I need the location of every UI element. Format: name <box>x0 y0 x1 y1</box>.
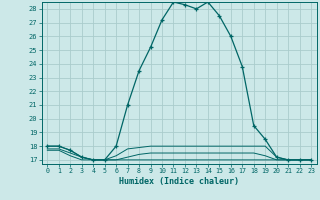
X-axis label: Humidex (Indice chaleur): Humidex (Indice chaleur) <box>119 177 239 186</box>
